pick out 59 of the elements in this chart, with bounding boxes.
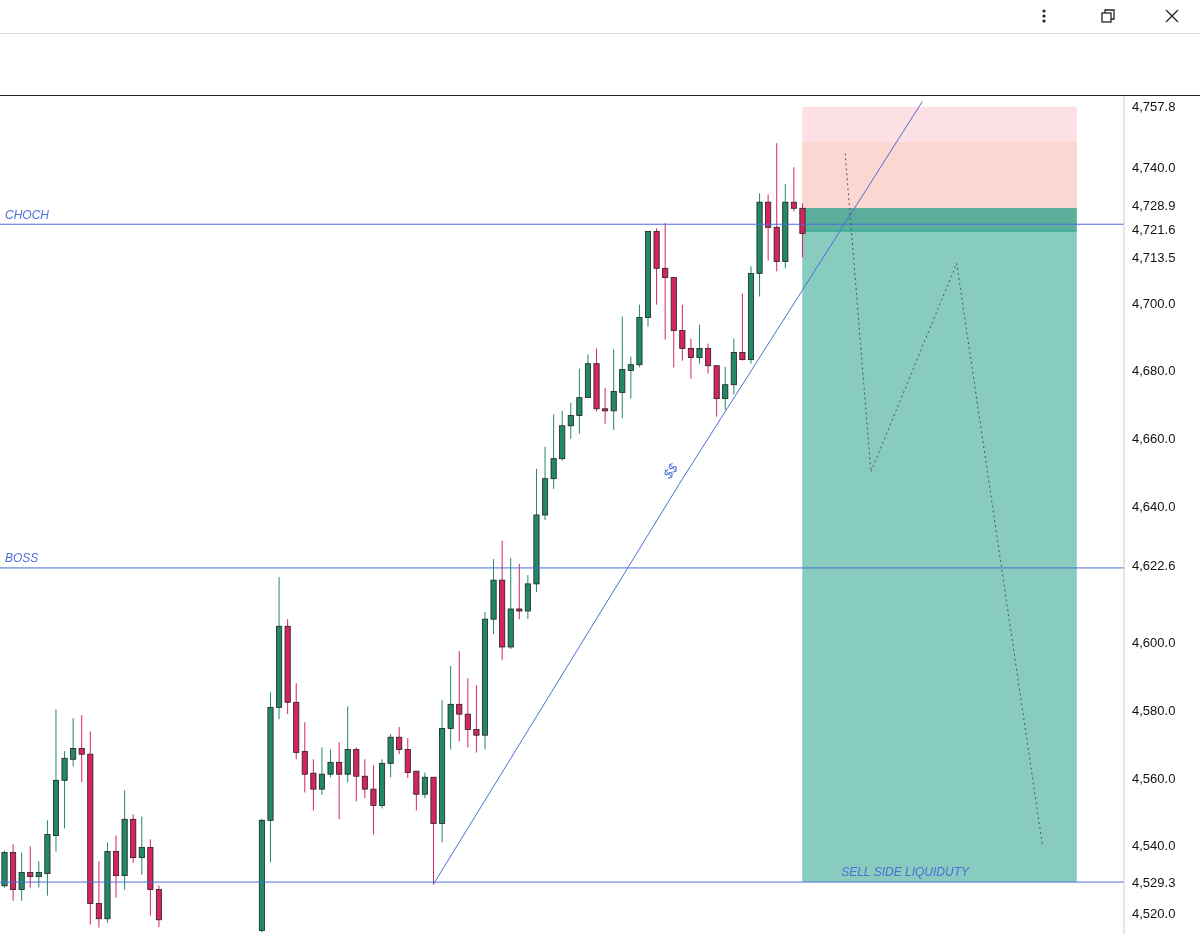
y-tick-label: 4,600.0 — [1132, 634, 1176, 650]
candlestick — [627, 356, 634, 400]
ref-line-label: CHOCH — [5, 207, 50, 222]
y-tick-label: 4,640.0 — [1132, 499, 1176, 515]
y-tick-label: 4,740.0 — [1132, 159, 1176, 175]
candlestick — [18, 852, 25, 902]
y-tick-label: 4,529.3 — [1132, 874, 1176, 890]
candlestick — [370, 764, 377, 836]
candlestick — [301, 721, 308, 794]
y-tick-label: 4,680.0 — [1132, 363, 1176, 379]
ref-line-label: SELL SIDE LIQUIDUTY — [841, 865, 970, 880]
candlestick — [790, 166, 797, 212]
candlestick — [473, 684, 480, 753]
candlestick — [318, 746, 325, 796]
candlestick — [516, 563, 523, 620]
y-tick-label: 4,560.0 — [1132, 770, 1176, 786]
candlestick — [138, 816, 145, 876]
candlestick — [27, 845, 34, 889]
y-tick-label: 4,580.0 — [1132, 702, 1176, 718]
candlestick — [696, 324, 703, 365]
candlestick — [361, 758, 368, 799]
y-tick-label: 4,622.6 — [1132, 558, 1176, 574]
candlestick — [705, 343, 712, 375]
candlestick — [327, 748, 334, 778]
candlestick — [421, 772, 428, 799]
text: $$ — [659, 460, 682, 482]
candlestick — [662, 222, 669, 341]
candlestick — [70, 717, 77, 767]
candlestick — [456, 650, 463, 742]
ref-line-label: BOSS — [5, 551, 39, 566]
candlestick — [576, 368, 583, 435]
y-tick-label: 4,520.0 — [1132, 906, 1176, 922]
candlestick — [610, 348, 617, 431]
candlestick — [404, 737, 411, 779]
candlestick — [61, 750, 68, 829]
candlestick — [687, 338, 694, 380]
candlestick — [679, 304, 686, 362]
candlestick — [396, 726, 403, 755]
y-tick-label: 4,721.6 — [1132, 222, 1176, 238]
candlestick — [602, 387, 609, 425]
candlestick — [35, 860, 42, 889]
line-series — [844, 152, 1043, 846]
candlestick — [550, 414, 557, 490]
candlestick — [739, 292, 746, 362]
candlestick — [722, 366, 729, 411]
y-tick-label: 4,700.0 — [1132, 295, 1176, 311]
candlestick — [78, 714, 85, 783]
candlestick — [310, 758, 317, 812]
candlestick — [464, 677, 471, 748]
candlestick — [336, 741, 343, 820]
candlestick — [95, 860, 102, 929]
y-tick-label: 4,540.0 — [1132, 838, 1176, 854]
candlestick — [567, 402, 574, 440]
y-tick-label: 4,757.8 — [1132, 99, 1176, 115]
candlestick — [619, 316, 626, 419]
y-tick-label: 4,660.0 — [1132, 431, 1176, 447]
y-tick-label: 4,728.9 — [1132, 197, 1176, 213]
candlestick — [413, 770, 420, 812]
y-tick-label: 4,713.5 — [1132, 249, 1176, 265]
